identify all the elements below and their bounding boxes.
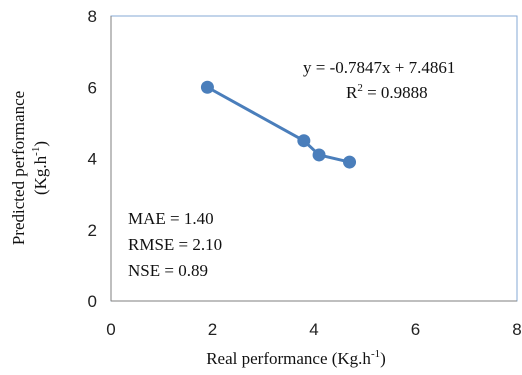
regression-equation: y = -0.7847x + 7.4861 <box>303 58 455 77</box>
y-axis-title: Predicted performance (Kg.h-1) <box>9 91 50 245</box>
y-axis-title-line2-main: (Kg.h <box>31 155 50 195</box>
metric-mae: MAE = 1.40 <box>128 209 214 228</box>
y-axis-title-line2-close: ) <box>31 141 50 147</box>
data-point <box>297 134 311 148</box>
data-point <box>312 148 326 162</box>
data-point <box>200 80 214 94</box>
data-series <box>200 80 357 169</box>
r-squared-value: = 0.9888 <box>363 83 428 102</box>
y-tick-label: 4 <box>88 150 97 169</box>
x-tick-label: 6 <box>411 320 420 339</box>
r-squared-label: R2 = 0.9888 <box>346 82 428 102</box>
y-tick-label: 6 <box>88 78 97 97</box>
series-line <box>206 85 350 164</box>
y-axis-title-line1: Predicted performance <box>9 91 28 245</box>
metric-rmse: RMSE = 2.10 <box>128 235 222 254</box>
x-axis-title: Real performance (Kg.h-1) <box>206 348 386 368</box>
x-axis-title-close: ) <box>380 349 386 368</box>
x-tick-labels: 0 2 4 6 8 <box>106 320 521 339</box>
x-axis-title-sup: -1 <box>371 348 380 360</box>
y-tick-labels: 0 2 4 6 8 <box>88 7 97 311</box>
x-tick-label: 4 <box>309 320 318 339</box>
r-squared-sup: 2 <box>357 82 363 94</box>
x-axis-title-main: Real performance (Kg.h <box>206 349 371 368</box>
x-tick-label: 0 <box>106 320 115 339</box>
data-point <box>343 155 357 169</box>
y-tick-label: 8 <box>88 7 97 26</box>
y-axis-title-line2: (Kg.h-1) <box>30 141 50 195</box>
x-tick-label: 8 <box>512 320 521 339</box>
x-tick-label: 2 <box>208 320 217 339</box>
y-tick-label: 2 <box>88 221 97 240</box>
y-tick-label: 0 <box>88 292 97 311</box>
metric-nse: NSE = 0.89 <box>128 261 208 280</box>
y-axis-title-line2-sup: -1 <box>30 147 42 156</box>
r-squared-r: R <box>346 83 358 102</box>
